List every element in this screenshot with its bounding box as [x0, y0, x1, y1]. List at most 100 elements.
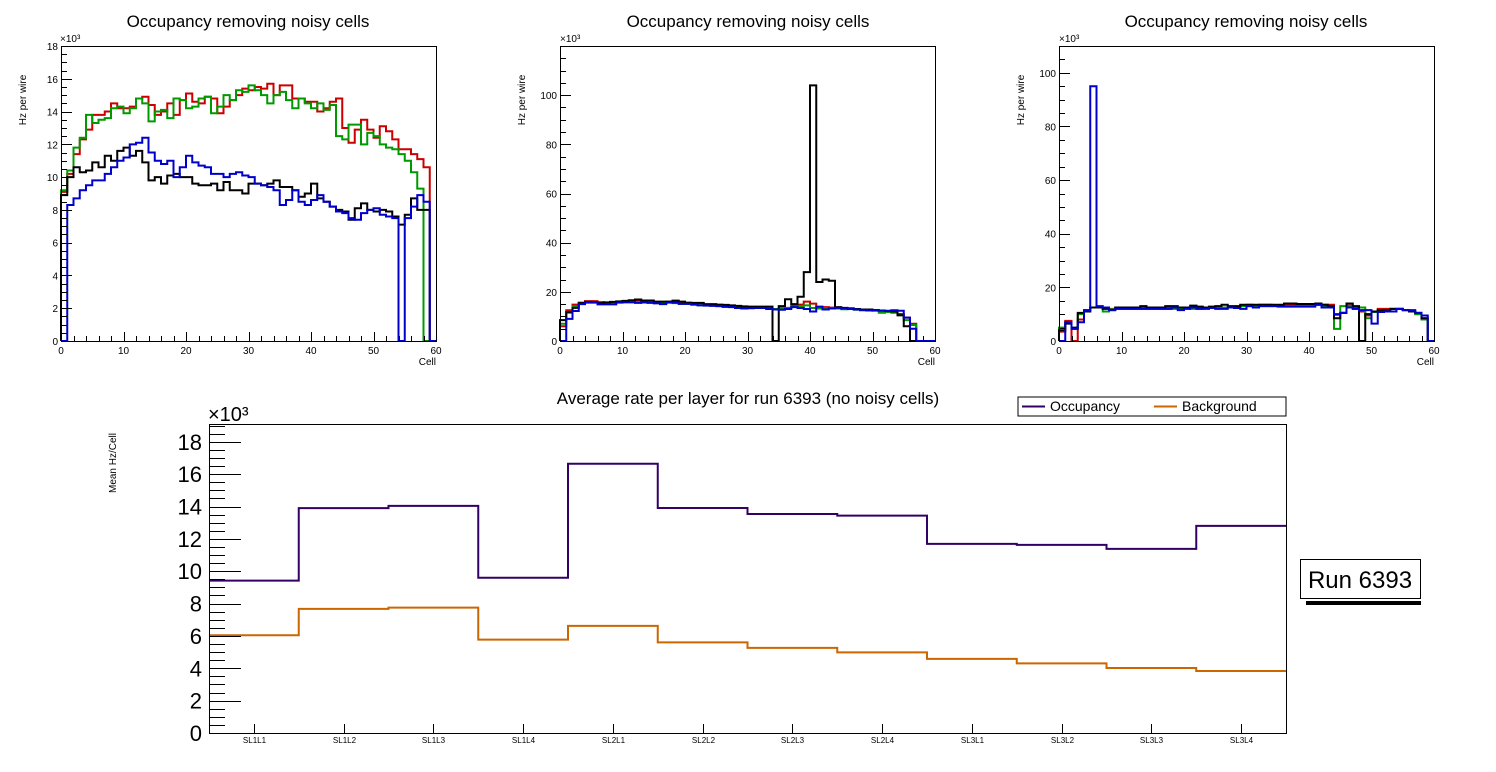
legend-label-occupancy: Occupancy — [1050, 398, 1120, 414]
plot-frame — [209, 424, 1287, 734]
plot-1-multiplier: ×10³ — [60, 34, 81, 45]
y-tick-label: 20 — [546, 288, 558, 299]
bottom-plot-multiplier: ×10³ — [208, 404, 249, 426]
x-tick-label: 30 — [1241, 346, 1253, 357]
y-tick-label: 18 — [47, 42, 59, 53]
plot-2-ylabel: Hz per wire — [517, 74, 528, 125]
y-tick-label: 40 — [546, 239, 558, 250]
x-category-label: SL1L2 — [333, 736, 357, 745]
plot-3: Occupancy removing noisy cells Hz per wi… — [1016, 12, 1440, 368]
series-blue — [560, 301, 935, 342]
x-tick-label: 0 — [557, 346, 563, 357]
x-category-label: SL1L1 — [243, 736, 267, 745]
y-tick-label: 4 — [52, 271, 58, 282]
legend-box — [1017, 396, 1287, 417]
x-category-label: SL3L2 — [1051, 736, 1075, 745]
legend-label-background: Background — [1182, 398, 1257, 414]
y-tick-label: 80 — [1045, 122, 1057, 133]
y-tick-label: 16 — [47, 75, 59, 86]
y-tick-label: 10 — [178, 559, 202, 584]
y-tick-label: 20 — [1045, 283, 1057, 294]
bottom-plot-title: Average rate per layer for run 6393 (no … — [557, 389, 939, 408]
x-category-label: SL3L1 — [961, 736, 985, 745]
y-tick-label: 8 — [52, 206, 58, 217]
plot-average-rate: Average rate per layer for run 6393 (no … — [108, 389, 1421, 746]
x-tick-label: 50 — [867, 346, 879, 357]
x-tick-label: 10 — [118, 346, 130, 357]
y-tick-label: 6 — [52, 239, 58, 250]
x-tick-label: 60 — [430, 346, 442, 357]
x-tick-label: 60 — [1428, 346, 1440, 357]
y-tick-label: 0 — [52, 337, 58, 348]
run-box-shadow — [1306, 601, 1421, 605]
x-category-label: SL2L1 — [602, 736, 626, 745]
y-tick-label: 0 — [190, 721, 202, 746]
plot-1-xlabel: Cell — [419, 357, 436, 368]
x-tick-label: 60 — [929, 346, 941, 357]
x-category-label: SL1L3 — [422, 736, 446, 745]
x-tick-label: 40 — [1303, 346, 1315, 357]
legend: Occupancy Background — [1017, 396, 1287, 417]
series-occupancy — [209, 462, 1286, 582]
run-box — [1300, 559, 1421, 599]
x-tick-label: 10 — [617, 346, 629, 357]
x-tick-label: 20 — [1178, 346, 1190, 357]
y-tick-label: 100 — [540, 91, 557, 102]
plot-3-xlabel: Cell — [1417, 357, 1434, 368]
x-category-label: SL2L3 — [781, 736, 805, 745]
x-category-label: SL1L4 — [512, 736, 536, 745]
plot-2-multiplier: ×10³ — [560, 34, 581, 45]
x-tick-label: 0 — [1056, 346, 1062, 357]
plot-2-xlabel: Cell — [918, 357, 935, 368]
x-tick-label: 30 — [742, 346, 754, 357]
x-tick-label: 10 — [1116, 346, 1128, 357]
y-tick-label: 12 — [47, 140, 59, 151]
run-label-box: Run 6393 — [1300, 559, 1421, 605]
bottom-plot-ylabel: Mean Hz/Cell — [108, 433, 119, 493]
series-blue — [1059, 85, 1434, 342]
plot-2-title: Occupancy removing noisy cells — [627, 12, 870, 31]
y-tick-label: 0 — [1050, 337, 1056, 348]
plot-1: Occupancy removing noisy cells Hz per wi… — [18, 12, 442, 368]
x-category-label: SL3L4 — [1230, 736, 1254, 745]
y-tick-label: 2 — [190, 689, 202, 714]
x-tick-label: 20 — [679, 346, 691, 357]
y-tick-label: 40 — [1045, 230, 1057, 241]
plot-3-title: Occupancy removing noisy cells — [1125, 12, 1368, 31]
y-tick-label: 16 — [178, 462, 202, 487]
y-tick-label: 10 — [47, 173, 59, 184]
y-tick-label: 12 — [178, 527, 202, 552]
x-tick-label: 20 — [180, 346, 192, 357]
x-tick-label: 0 — [58, 346, 64, 357]
run-label: Run 6393 — [1308, 567, 1412, 594]
y-tick-label: 60 — [1045, 176, 1057, 187]
plot-3-multiplier: ×10³ — [1059, 34, 1080, 45]
x-category-label: SL2L4 — [871, 736, 895, 745]
y-tick-label: 14 — [178, 495, 202, 520]
x-category-label: SL2L2 — [692, 736, 716, 745]
y-tick-label: 100 — [1039, 69, 1056, 80]
plot-frame — [560, 46, 936, 342]
plot-3-ylabel: Hz per wire — [1016, 74, 1027, 125]
y-tick-label: 2 — [52, 304, 58, 315]
x-category-label: SL3L3 — [1140, 736, 1164, 745]
series-green — [60, 84, 436, 342]
plot-2: Occupancy removing noisy cells Hz per wi… — [517, 12, 941, 368]
y-tick-label: 18 — [178, 430, 202, 455]
plot-1-title: Occupancy removing noisy cells — [127, 12, 370, 31]
series-background — [209, 606, 1286, 673]
y-tick-label: 8 — [190, 592, 202, 617]
x-tick-label: 50 — [1366, 346, 1378, 357]
y-tick-label: 4 — [190, 656, 202, 681]
x-tick-label: 40 — [305, 346, 317, 357]
x-tick-label: 30 — [243, 346, 255, 357]
plot-frame — [1059, 46, 1435, 342]
x-tick-label: 50 — [368, 346, 380, 357]
y-tick-label: 0 — [551, 337, 557, 348]
x-tick-label: 40 — [804, 346, 816, 357]
series-blue — [61, 136, 436, 342]
plot-1-ylabel: Hz per wire — [18, 74, 29, 125]
y-tick-label: 60 — [546, 190, 558, 201]
y-tick-label: 14 — [47, 108, 59, 119]
